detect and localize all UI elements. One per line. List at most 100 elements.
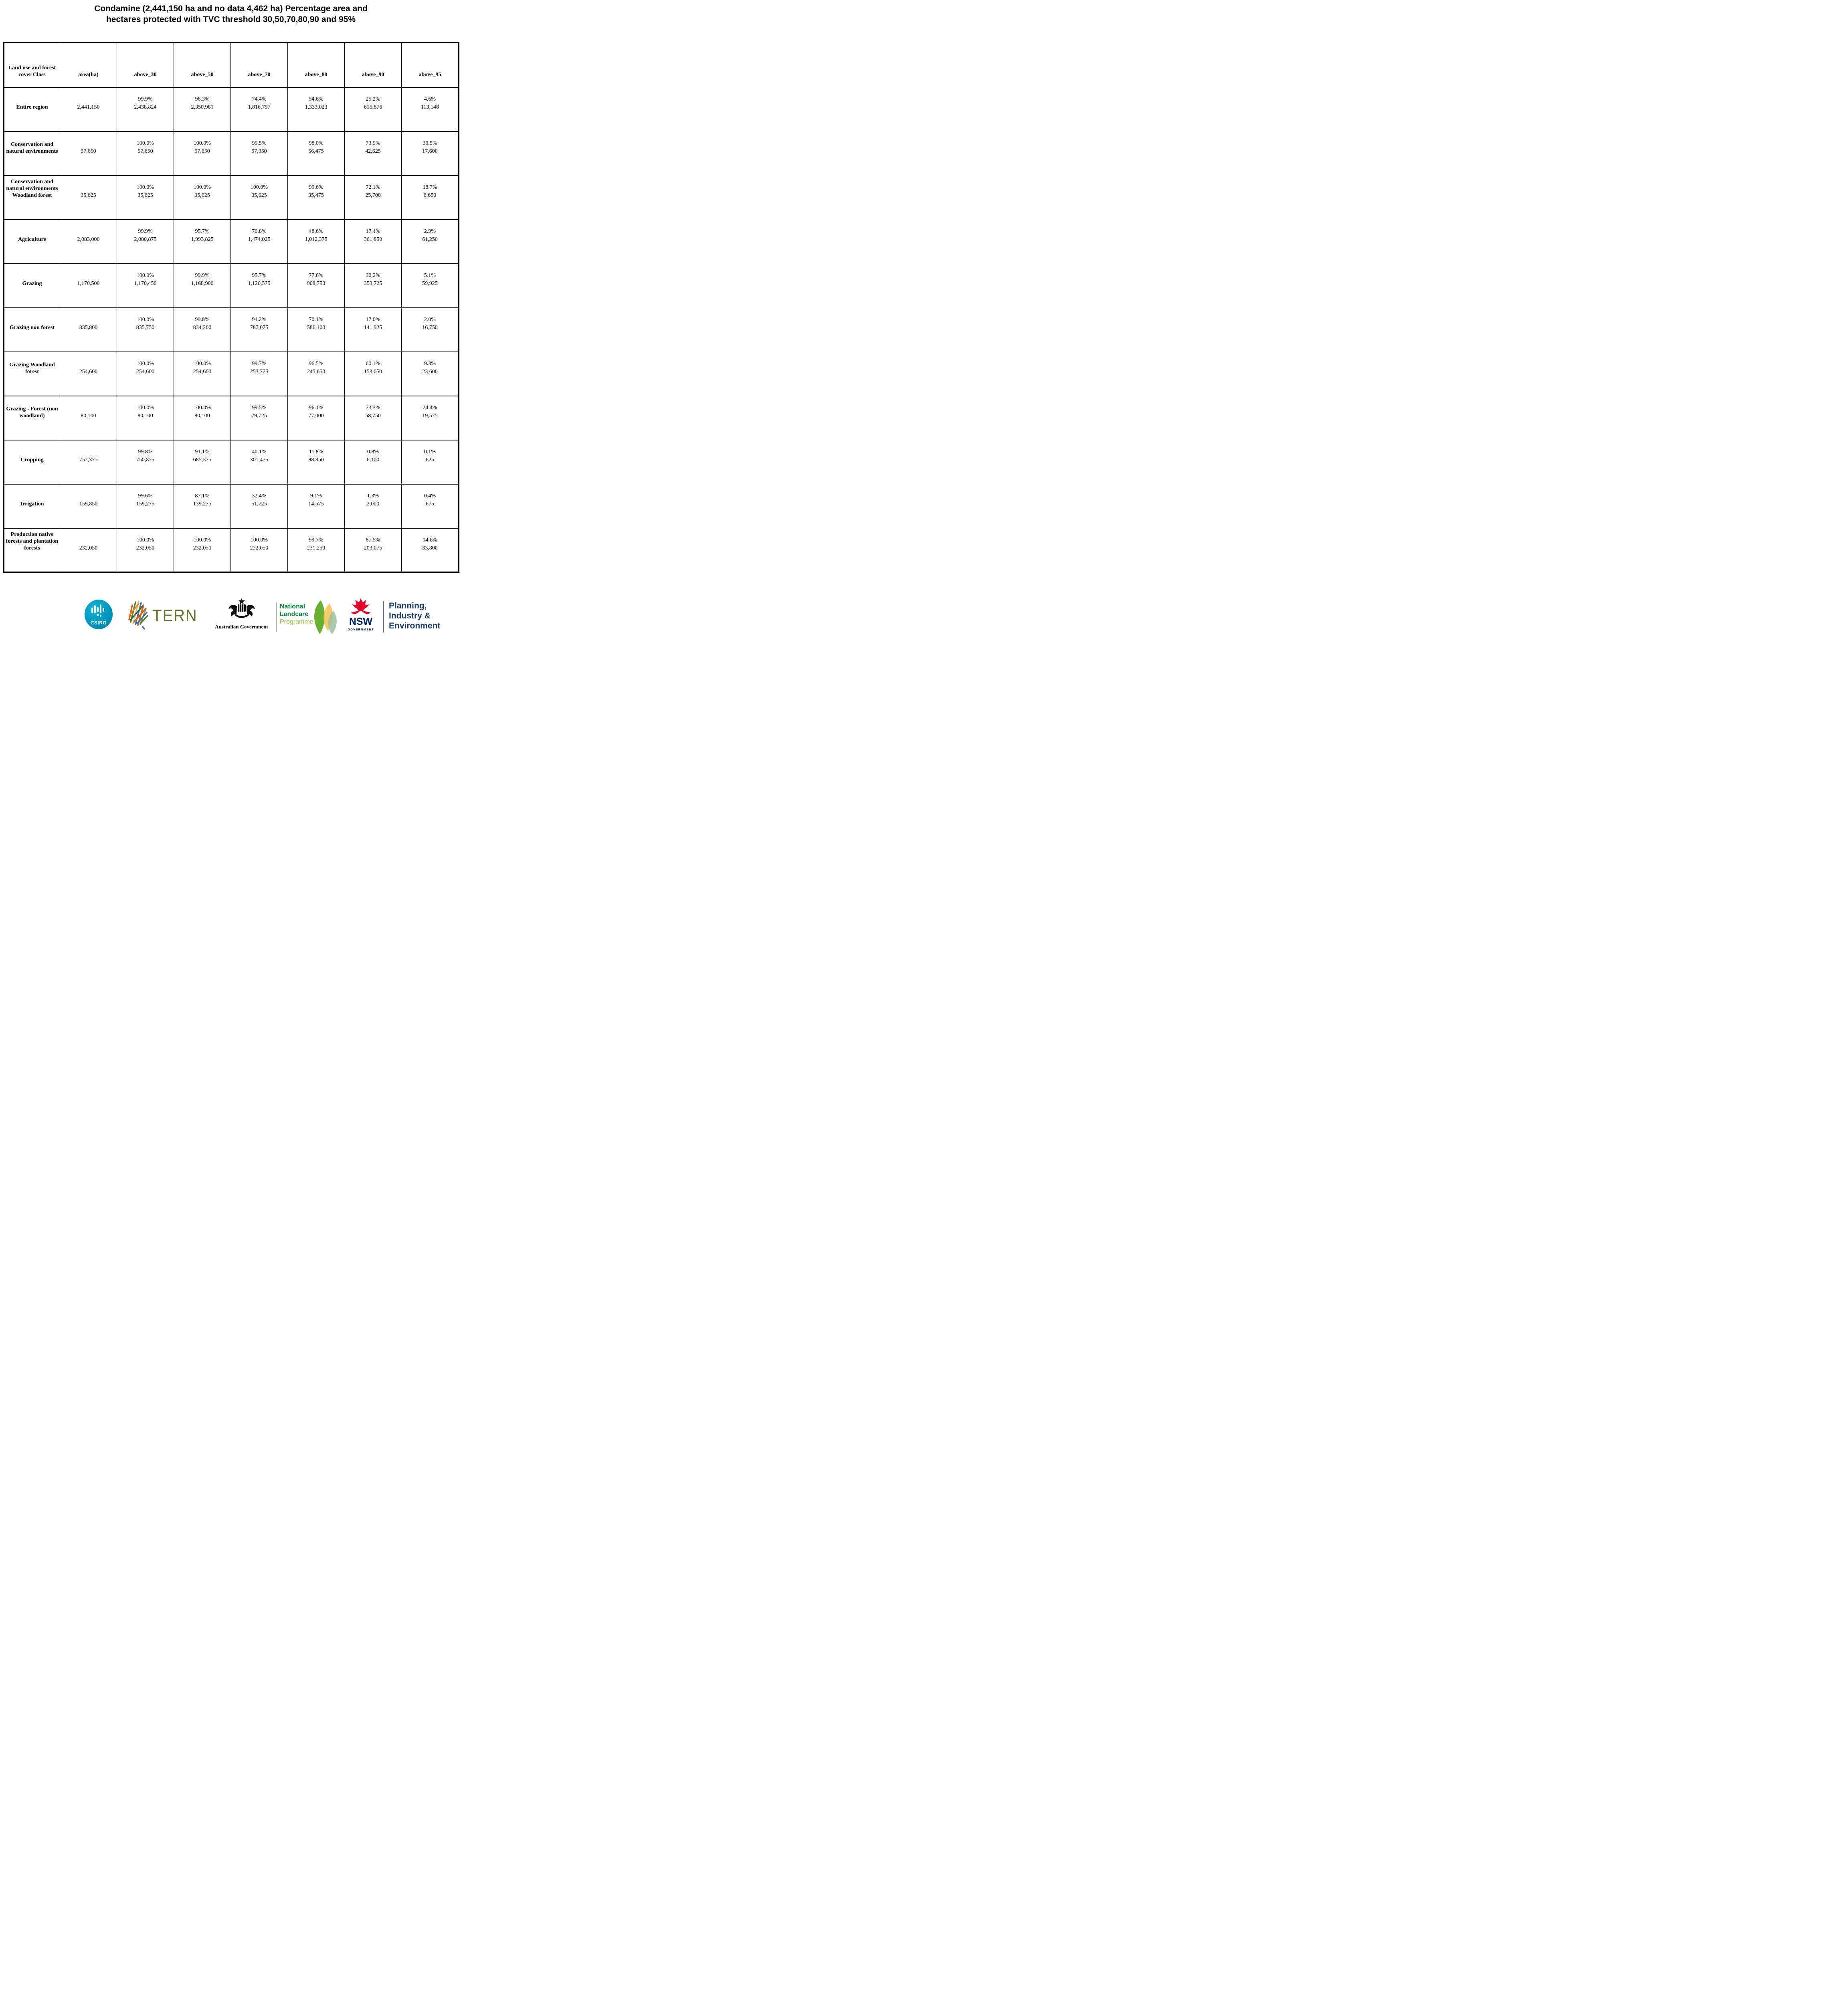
threshold-cell: 100.0% 232,050 [117,527,174,573]
percent-value: 0.4% [424,493,436,499]
row-label: Grazing [4,263,60,308]
hectares-value: 232,050 [136,545,155,552]
percent-value: 0.8% [367,449,379,455]
hectares-value: 615,876 [364,104,382,111]
threshold-cell: 96.5% 245,650 [287,351,345,396]
threshold-cell: 100.0% 232,050 [174,527,231,573]
tern-label: TERN [152,606,198,625]
hectares-value: 750,875 [136,457,155,463]
threshold-cell: 17.0% 141,925 [344,307,402,352]
threshold-cell: 99.9% 2,438,824 [117,87,174,132]
row-label: Irrigation [4,483,60,529]
page-title: Condamine (2,441,150 ha and no data 4,46… [0,3,462,25]
table-row: Conservation and natural environments Wo… [4,175,459,220]
threshold-cell: 100.0% 35,625 [117,175,174,220]
percent-value: 100.0% [193,184,211,191]
col-header-above-80: above_80 [287,42,345,88]
tern-map-icon [128,600,148,630]
threshold-cell: 100.0% 57,650 [174,131,231,176]
threshold-cell: 99.9% 1,168,900 [174,263,231,308]
hectares-value: 153,050 [364,369,382,375]
planning-industry-environment-logo: Planning, Industry & Environment [389,601,440,631]
percent-value: 48.6% [309,228,324,235]
percent-value: 17.0% [366,317,380,323]
area-ha-cell: 835,800 [60,307,117,352]
row-label: Grazing Woodland forest [4,351,60,396]
area-ha-value: 232,050 [79,545,98,552]
tvc-threshold-table: Land use and forest cover Class area(ha)… [3,42,459,573]
tern-logo: TERN [127,599,201,630]
hectares-value: 253,775 [250,369,269,375]
area-ha-value: 2,083,000 [77,236,100,243]
percent-value: 14.6% [423,537,437,543]
percent-value: 11.8% [309,449,324,455]
col-header-above-90: above_90 [344,42,402,88]
threshold-cell: 25.2% 615,876 [344,87,402,132]
header-row: Land use and forest cover Class area(ha)… [4,42,459,88]
hectares-value: 231,250 [307,545,326,552]
table-row: Grazing - Forest (non woodland) 80,100 100… [4,395,459,440]
hectares-value: 17,600 [422,148,438,155]
area-ha-value: 835,800 [79,325,98,331]
row-label: Agriculture [4,219,60,264]
percent-value: 100.0% [250,184,268,191]
percent-value: 73.9% [366,140,380,147]
threshold-cell: 100.0% 80,100 [117,395,174,440]
percent-value: 25.2% [366,96,380,103]
percent-value: 96.3% [195,96,210,103]
hectares-value: 254,600 [136,369,155,375]
threshold-cell: 4.6% 113,148 [401,87,459,132]
percent-value: 5.1% [424,273,436,279]
hectares-value: 80,100 [194,413,210,419]
percent-value: 4.6% [424,96,436,103]
hectares-value: 33,800 [422,545,438,552]
percent-value: 0.1% [424,449,436,455]
percent-value: 99.9% [138,96,153,103]
area-ha-value: 80,100 [81,413,96,419]
percent-value: 91.1% [195,449,210,455]
threshold-cell: 1.3% 2,000 [344,483,402,529]
hectares-value: 61,250 [422,236,438,243]
percent-value: 17.4% [366,228,380,235]
threshold-cell: 70.8% 1,474,025 [230,219,288,264]
percent-value: 100.0% [136,140,154,147]
row-label: Grazing non forest [4,307,60,352]
hectares-value: 77,000 [308,413,324,419]
hectares-value: 2,000 [366,501,380,507]
threshold-cell: 91.1% 685,375 [174,439,231,485]
threshold-cell: 74.4% 1,816,797 [230,87,288,132]
area-ha-value: 35,625 [81,192,96,199]
threshold-cell: 24.4% 19,575 [401,395,459,440]
row-label: Grazing - Forest (non woodland) [4,395,60,440]
hectares-value: 586,100 [307,325,326,331]
percent-value: 100.0% [136,273,154,279]
nsw-government-label: GOVERNMENT [348,628,374,631]
landcare-divider-line [276,602,277,632]
threshold-cell: 100.0% 80,100 [174,395,231,440]
hectares-value: 834,200 [193,325,212,331]
hectares-value: 35,625 [137,192,153,199]
threshold-cell: 100.0% 1,170,450 [117,263,174,308]
percent-value: 96.1% [309,405,324,411]
hectares-value: 79,725 [251,413,267,419]
landcare-label-line2: Landcare [280,611,309,618]
hectares-value: 685,375 [193,457,212,463]
area-ha-cell: 159,850 [60,483,117,529]
percent-value: 100.0% [193,537,211,543]
col-header-class: Land use and forest cover Class [4,42,60,88]
threshold-cell: 95.7% 1,120,575 [230,263,288,308]
threshold-cell: 99.8% 750,875 [117,439,174,485]
percent-value: 100.0% [193,405,211,411]
landcare-leaves-icon [314,600,337,634]
hectares-value: 35,625 [251,192,267,199]
percent-value: 99.9% [195,273,210,279]
planning-label-line1: Planning, [389,601,427,610]
hectares-value: 1,993,825 [191,236,214,243]
hectares-value: 35,625 [194,192,210,199]
row-label: Cropping [4,439,60,485]
threshold-cell: 77.6% 908,750 [287,263,345,308]
threshold-cell: 18.7% 6,650 [401,175,459,220]
row-label: Conservation and natural environments Wo… [4,175,60,220]
hectares-value: 57,650 [194,148,210,155]
hectares-value: 1,170,450 [134,281,157,287]
